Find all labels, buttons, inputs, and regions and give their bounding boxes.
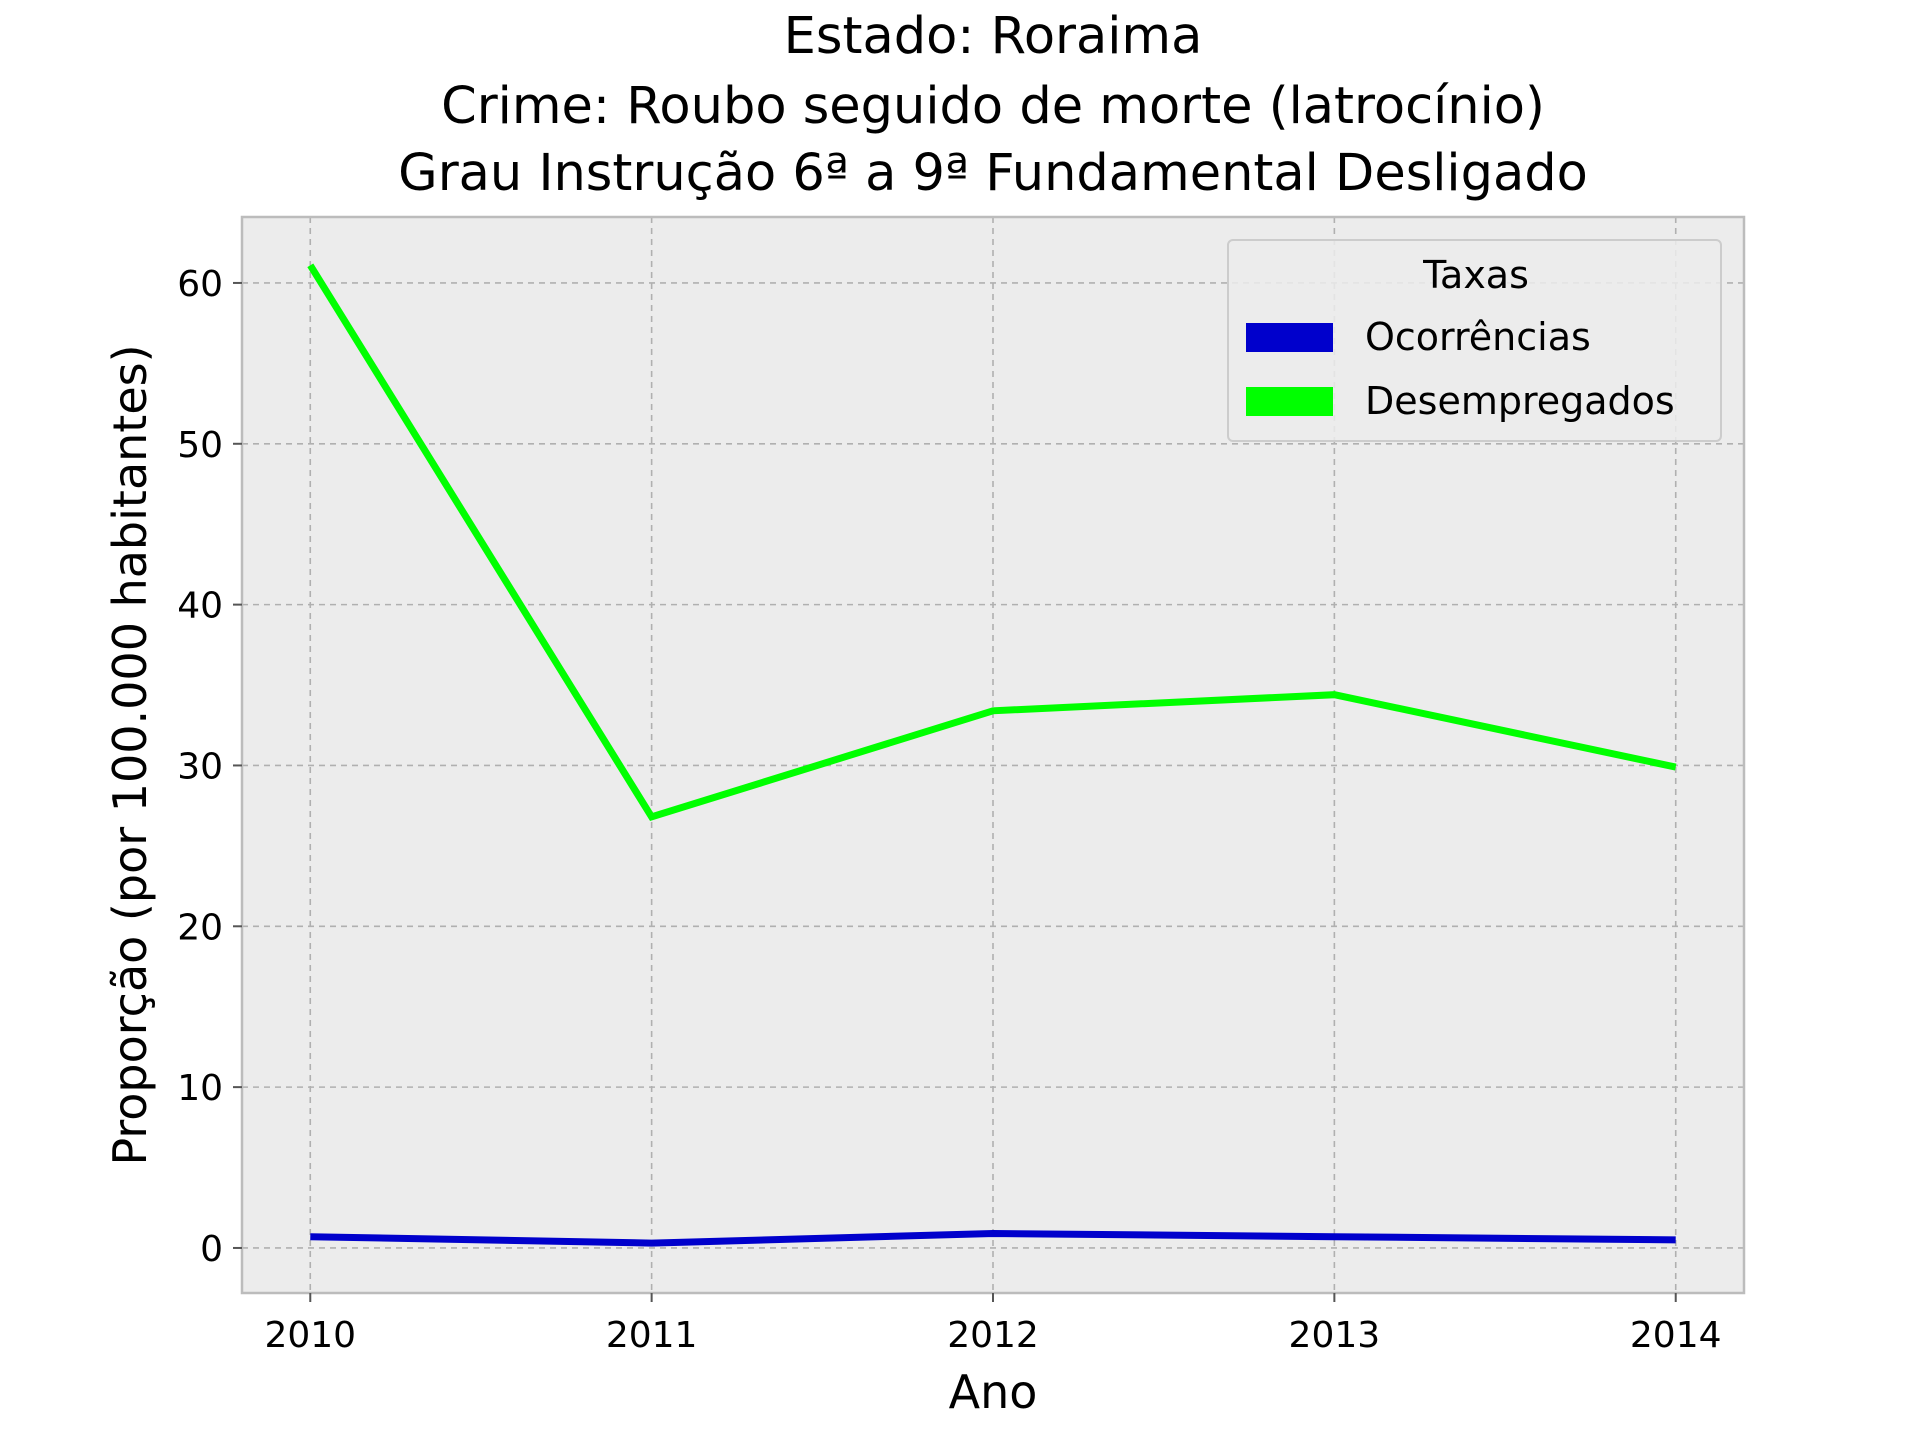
x-axis-ticks: 2010 2011 2012 2013 2014	[264, 1293, 1722, 1356]
x-tick-label: 2011	[606, 1315, 698, 1356]
y-tick-label: 60	[177, 264, 223, 305]
title-line-1: Estado: Roraima	[784, 7, 1203, 66]
x-tick-label: 2013	[1289, 1315, 1381, 1356]
y-tick-label: 20	[177, 907, 223, 948]
y-tick-label: 0	[200, 1229, 223, 1270]
y-tick-label: 30	[177, 746, 223, 787]
y-tick-label: 50	[177, 425, 223, 466]
title-line-3: Grau Instrução 6ª a 9ª Fundamental Desli…	[398, 144, 1588, 203]
x-axis-label: Ano	[949, 1365, 1038, 1419]
y-axis-ticks: 0 10 20 30 40 50 60	[177, 264, 242, 1270]
title-line-2: Crime: Roubo seguido de morte (latrocíni…	[441, 77, 1545, 136]
x-tick-label: 2014	[1630, 1315, 1722, 1356]
legend-label-ocorrencias: Ocorrências	[1365, 315, 1591, 359]
legend-box	[1227, 239, 1722, 442]
x-tick-label: 2012	[947, 1315, 1039, 1356]
series-line-ocorrencias	[310, 1229, 1676, 1247]
legend-swatch-ocorrencias	[1246, 323, 1333, 352]
series-lines	[307, 263, 1677, 1247]
series-line-desempregados	[307, 263, 1677, 822]
legend-swatch-desempregados	[1246, 387, 1333, 416]
y-tick-label: 10	[177, 1068, 223, 1109]
chart-title: Estado: Roraima Crime: Roubo seguido de …	[398, 7, 1588, 203]
legend: Taxas Ocorrências Desempregados	[1227, 239, 1722, 442]
legend-title: Taxas	[1422, 253, 1529, 297]
y-tick-label: 40	[177, 586, 223, 627]
x-tick-label: 2010	[264, 1315, 356, 1356]
legend-label-desempregados: Desempregados	[1365, 379, 1675, 423]
y-axis-label: Proporção (por 100.000 habitantes)	[103, 344, 157, 1165]
